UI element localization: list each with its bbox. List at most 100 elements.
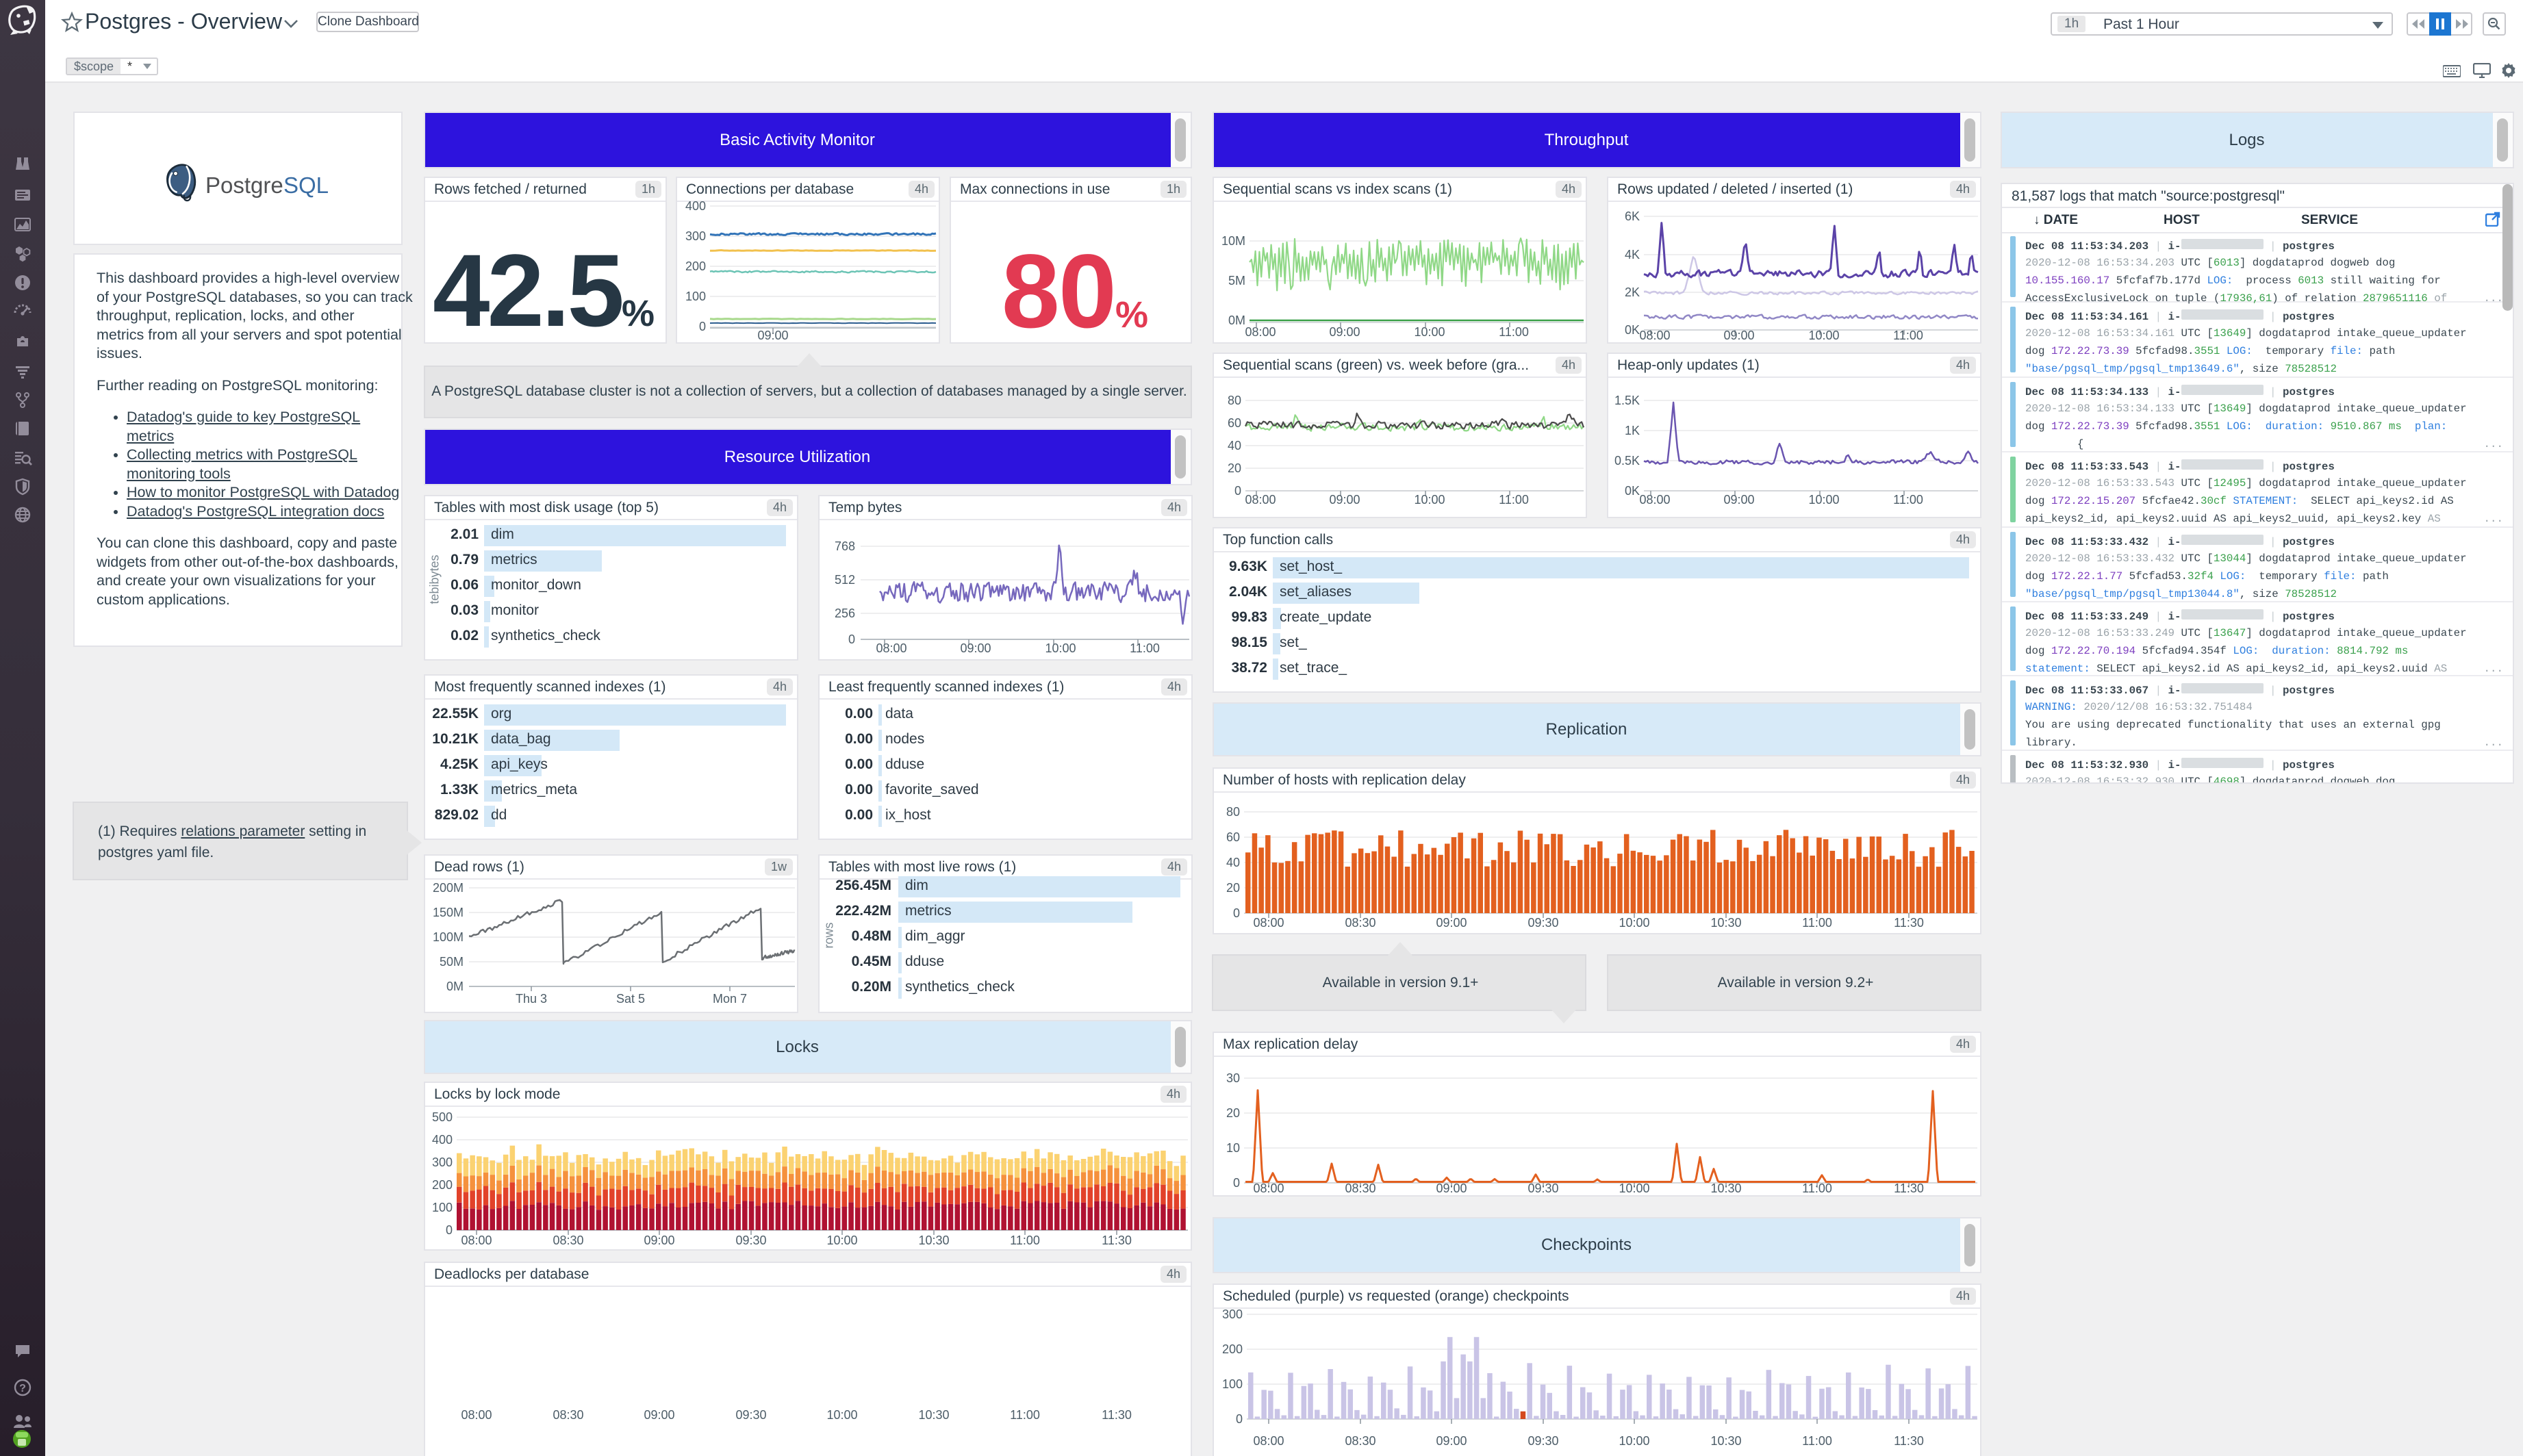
svg-text:11:30: 11:30	[1894, 1182, 1924, 1195]
svg-text:60: 60	[1228, 416, 1241, 430]
svg-text:08:00: 08:00	[1253, 1434, 1284, 1448]
svg-text:10:30: 10:30	[1710, 1182, 1741, 1195]
svg-text:100: 100	[1222, 1377, 1243, 1391]
svg-text:60: 60	[1226, 830, 1240, 844]
svg-text:09:30: 09:30	[1527, 1182, 1558, 1195]
svg-text:10: 10	[1226, 1141, 1240, 1155]
svg-text:08:00: 08:00	[1253, 1182, 1284, 1195]
svg-text:Thu 3: Thu 3	[516, 992, 547, 1006]
svg-text:11:30: 11:30	[1894, 1434, 1924, 1448]
svg-text:?: ?	[19, 1383, 26, 1394]
svg-text:SQL: SQL	[283, 173, 329, 198]
svg-text:5M: 5M	[1228, 274, 1245, 288]
svg-text:30: 30	[1226, 1071, 1240, 1085]
svg-text:09:00: 09:00	[757, 329, 788, 342]
svg-text:11:00: 11:00	[1893, 493, 1923, 507]
svg-text:09:00: 09:00	[1723, 329, 1754, 342]
svg-text:256: 256	[835, 606, 855, 620]
svg-text:10:00: 10:00	[1808, 329, 1839, 342]
svg-text:09:30: 09:30	[1527, 916, 1558, 930]
svg-text:10:30: 10:30	[918, 1234, 949, 1247]
svg-text:09:30: 09:30	[735, 1408, 766, 1422]
svg-text:300: 300	[1222, 1307, 1243, 1321]
svg-text:0.5K: 0.5K	[1614, 454, 1640, 468]
svg-text:40: 40	[1226, 856, 1240, 869]
svg-text:50M: 50M	[440, 955, 464, 969]
svg-text:6K: 6K	[1625, 209, 1640, 223]
svg-text:1.5K: 1.5K	[1614, 394, 1640, 407]
svg-text:10:00: 10:00	[1619, 1434, 1649, 1448]
svg-text:08:30: 08:30	[553, 1408, 583, 1422]
svg-text:2K: 2K	[1625, 285, 1640, 299]
svg-text:100M: 100M	[433, 930, 464, 944]
svg-text:08:30: 08:30	[1345, 916, 1375, 930]
svg-text:100: 100	[685, 290, 706, 303]
svg-text:300: 300	[432, 1155, 453, 1169]
svg-text:400: 400	[685, 199, 706, 213]
svg-text:20: 20	[1228, 461, 1241, 475]
svg-text:80: 80	[1228, 394, 1241, 407]
svg-text:0K: 0K	[1625, 484, 1640, 498]
svg-text:11:00: 11:00	[1802, 1434, 1832, 1448]
svg-text:40: 40	[1228, 439, 1241, 452]
svg-text:11:00: 11:00	[1893, 329, 1923, 342]
svg-text:08:30: 08:30	[553, 1234, 583, 1247]
svg-text:09:30: 09:30	[1527, 1434, 1558, 1448]
svg-text:150M: 150M	[433, 906, 464, 919]
svg-text:08:00: 08:00	[1245, 493, 1276, 507]
svg-text:09:00: 09:00	[644, 1234, 674, 1247]
svg-text:08:00: 08:00	[876, 641, 906, 655]
svg-text:08:30: 08:30	[1345, 1182, 1375, 1195]
svg-text:1K: 1K	[1625, 424, 1640, 437]
svg-text:200: 200	[685, 259, 706, 273]
svg-text:0: 0	[699, 320, 706, 333]
svg-text:10:00: 10:00	[1619, 1182, 1649, 1195]
svg-text:08:30: 08:30	[1345, 1434, 1375, 1448]
svg-text:11:00: 11:00	[1499, 325, 1529, 339]
svg-text:08:00: 08:00	[461, 1408, 492, 1422]
svg-text:08:00: 08:00	[1245, 325, 1276, 339]
svg-text:10:30: 10:30	[1710, 1434, 1741, 1448]
svg-text:500: 500	[432, 1110, 453, 1124]
svg-text:20: 20	[1226, 1106, 1240, 1120]
svg-text:Postgre: Postgre	[205, 173, 283, 198]
svg-text:10M: 10M	[1221, 234, 1245, 248]
svg-text:0: 0	[1236, 1412, 1243, 1426]
svg-text:10:00: 10:00	[826, 1234, 857, 1247]
svg-text:0: 0	[848, 633, 855, 646]
svg-text:400: 400	[432, 1133, 453, 1147]
svg-text:09:00: 09:00	[1436, 1182, 1467, 1195]
svg-text:20: 20	[1226, 881, 1240, 895]
svg-text:08:00: 08:00	[461, 1234, 492, 1247]
svg-text:11:00: 11:00	[1010, 1408, 1040, 1422]
svg-text:09:00: 09:00	[1329, 325, 1360, 339]
svg-text:200M: 200M	[433, 881, 464, 895]
svg-text:768: 768	[835, 539, 855, 553]
svg-text:08:00: 08:00	[1639, 493, 1670, 507]
svg-text:11:30: 11:30	[1102, 1234, 1132, 1247]
svg-text:09:00: 09:00	[1436, 916, 1467, 930]
svg-text:11:00: 11:00	[1802, 1182, 1832, 1195]
svg-text:0K: 0K	[1625, 323, 1640, 337]
svg-text:200: 200	[1222, 1342, 1243, 1356]
svg-text:0: 0	[1234, 484, 1241, 498]
svg-text:Sat 5: Sat 5	[616, 992, 645, 1006]
svg-text:11:00: 11:00	[1802, 916, 1832, 930]
svg-text:Mon 7: Mon 7	[713, 992, 747, 1006]
svg-text:80: 80	[1226, 805, 1240, 819]
svg-text:11:00: 11:00	[1499, 493, 1529, 507]
svg-text:10:00: 10:00	[1414, 325, 1445, 339]
svg-text:4K: 4K	[1625, 248, 1640, 261]
svg-text:0: 0	[446, 1223, 453, 1237]
svg-text:11:30: 11:30	[1102, 1408, 1132, 1422]
svg-text:09:00: 09:00	[1436, 1434, 1467, 1448]
svg-text:10:00: 10:00	[1619, 916, 1649, 930]
svg-text:11:30: 11:30	[1894, 916, 1924, 930]
svg-text:0M: 0M	[1228, 314, 1245, 327]
svg-text:08:00: 08:00	[1639, 329, 1670, 342]
svg-text:10:00: 10:00	[1808, 493, 1839, 507]
svg-text:10:30: 10:30	[1710, 916, 1741, 930]
svg-text:10:00: 10:00	[1414, 493, 1445, 507]
svg-text:0: 0	[1233, 906, 1240, 920]
svg-text:0: 0	[1233, 1176, 1240, 1190]
